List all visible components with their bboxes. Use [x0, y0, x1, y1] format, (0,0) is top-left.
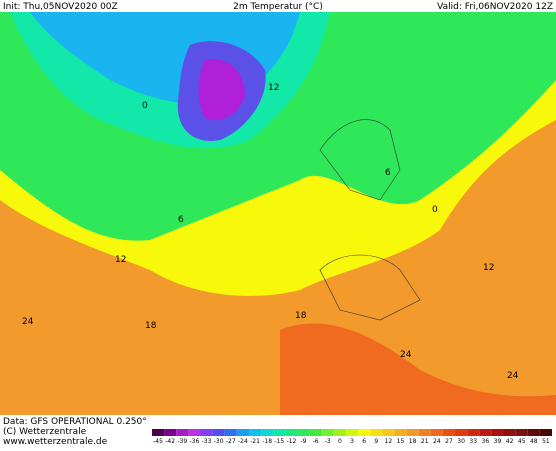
- colorbar-cell: [430, 429, 443, 436]
- colorbar-tick-label: 6: [362, 438, 366, 445]
- colorbar-tick-label: -30: [214, 438, 224, 445]
- colorbar-tick-label: -42: [165, 438, 175, 445]
- colorbar-cell: [345, 429, 359, 436]
- map: [0, 12, 556, 415]
- contour-label: 12: [268, 83, 279, 93]
- colorbar-cell: [212, 429, 225, 436]
- colorbar-cell: [370, 429, 383, 436]
- colorbar-cell: [176, 429, 189, 436]
- coastline: [319, 119, 401, 201]
- colorbar-cell: [321, 429, 334, 436]
- colorbar-tick-label: -18: [262, 438, 272, 445]
- colorbar-tick-label: -45: [153, 438, 163, 445]
- colorbar-cell: [515, 429, 528, 436]
- valid-time: Valid: Fri,06NOV2020 12Z: [437, 2, 553, 12]
- greenland-core: [198, 59, 245, 121]
- colorbar-cell: [164, 429, 177, 436]
- colorbar-cell: [273, 429, 286, 436]
- colorbar-tick-label: -24: [238, 438, 248, 445]
- colorbar-cell: [382, 429, 395, 436]
- colorbar-tick-label: 30: [457, 438, 465, 445]
- contour-label: 6: [178, 215, 184, 225]
- colorbar-cell: [333, 429, 346, 436]
- colorbar-cell: [188, 429, 201, 436]
- colorbar-tick-label: 45: [518, 438, 526, 445]
- colorbar-cell: [297, 429, 310, 436]
- colorbar-tick-label: 39: [494, 438, 502, 445]
- contour-label: 6: [385, 168, 391, 178]
- colorbar-cell: [503, 429, 516, 436]
- colorbar-cell: [455, 429, 468, 436]
- contour-label: 12: [483, 263, 494, 273]
- contour-label: 24: [22, 317, 34, 327]
- colorbar-cell: [491, 429, 504, 436]
- colorbar-tick-label: -3: [325, 438, 331, 445]
- contour-label: 12: [115, 255, 126, 265]
- data-source: Data: GFS OPERATIONAL 0.250°: [3, 417, 147, 427]
- colorbar-cell: [309, 429, 322, 436]
- colorbar-cell: [394, 429, 407, 436]
- colorbar-cell: [527, 429, 540, 436]
- colorbar-tick-label: -6: [313, 438, 319, 445]
- colorbar-cell: [442, 429, 456, 436]
- colorbar-tick-label: -21: [250, 438, 260, 445]
- colorbar-tick-label: 24: [433, 438, 441, 445]
- colorbar-tick-label: -27: [226, 438, 236, 445]
- colorbar-cell: [152, 429, 165, 436]
- colorbar-tick-label: 21: [421, 438, 429, 445]
- colorbar-tick-label: 9: [374, 438, 378, 445]
- colorbar-cell: [248, 429, 262, 436]
- colorbar-cell: [285, 429, 298, 436]
- copyright: (C) Wetterzentrale: [3, 427, 87, 437]
- colorbar-cell: [358, 429, 371, 436]
- colorbar-cell: [479, 429, 492, 436]
- colorbar: -45 -42 -39 -36 -33 -30 -27 -24 -21 -18 -15 -12 -9 -6…: [152, 429, 552, 445]
- url: www.wetterzentrale.de: [3, 437, 108, 447]
- contour-labels: 0 0 6 6 12 12 12 18 18 24 24 24: [22, 83, 519, 381]
- colorbar-cell: [200, 429, 213, 436]
- colorbar-tick-label: -9: [301, 438, 307, 445]
- contour-label: 24: [507, 371, 519, 381]
- colorbar-cell: [261, 429, 274, 436]
- contour-label: 24: [400, 350, 412, 360]
- colorbar-cell: [418, 429, 431, 436]
- colorbar-cell: [236, 429, 249, 436]
- colorbar-tick-label: 42: [506, 438, 514, 445]
- colorbar-tick-label: 27: [445, 438, 453, 445]
- colorbar-tick-label: -36: [190, 438, 200, 445]
- contour-label: 18: [145, 321, 157, 331]
- colorbar-cell: [406, 429, 419, 436]
- init-time: Init: Thu,05NOV2020 00Z: [3, 2, 118, 12]
- contour-label: 18: [295, 311, 307, 321]
- colorbar-tick-label: 12: [385, 438, 393, 445]
- colorbar-tick-label: 51: [542, 438, 550, 445]
- colorbar-tick-label: 18: [409, 438, 417, 445]
- colorbar-cell: [467, 429, 480, 436]
- colorbar-tick-label: -12: [286, 438, 296, 445]
- colorbar-tick-label: 0: [338, 438, 342, 445]
- colorbar-tick-label: 36: [482, 438, 490, 445]
- colorbar-tick-label: 3: [350, 438, 354, 445]
- colorbar-tick-label: -39: [177, 438, 187, 445]
- colorbar-cell: [224, 429, 237, 436]
- contour-label: 0: [142, 101, 148, 111]
- colorbar-cell: [539, 429, 552, 436]
- colorbar-tick-label: -15: [274, 438, 284, 445]
- colorbar-tick-label: 48: [530, 438, 538, 445]
- colorbar-tick-label: 15: [397, 438, 405, 445]
- hot-zone: [280, 323, 556, 415]
- contour-label: 0: [432, 205, 438, 215]
- map-title: 2m Temperatur (°C): [233, 2, 323, 12]
- colorbar-tick-label: 33: [469, 438, 477, 445]
- colorbar-tick-label: -33: [202, 438, 212, 445]
